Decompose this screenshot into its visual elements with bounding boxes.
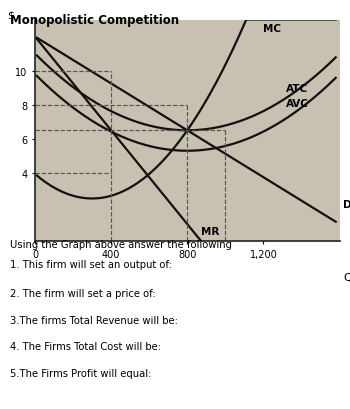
Text: Monopolistic Competition: Monopolistic Competition (10, 14, 180, 27)
Text: 1. This firm will set an output of:: 1. This firm will set an output of: (10, 260, 172, 270)
Text: 2. The firm will set a price of:: 2. The firm will set a price of: (10, 288, 156, 298)
Text: 3.The firms Total Revenue will be:: 3.The firms Total Revenue will be: (10, 315, 178, 325)
Text: Quantity: Quantity (343, 272, 350, 282)
Text: 5.The Firms Profit will equal:: 5.The Firms Profit will equal: (10, 368, 152, 378)
Text: Demand: Demand (343, 199, 350, 209)
Text: MC: MC (263, 24, 281, 34)
Text: ATC: ATC (286, 83, 308, 94)
Y-axis label: $: $ (7, 11, 14, 20)
Text: Using the Graph above answer the following: Using the Graph above answer the followi… (10, 239, 232, 249)
Text: 4. The Firms Total Cost will be:: 4. The Firms Total Cost will be: (10, 342, 161, 351)
Text: MR: MR (201, 226, 219, 236)
Text: AVC: AVC (286, 99, 309, 109)
